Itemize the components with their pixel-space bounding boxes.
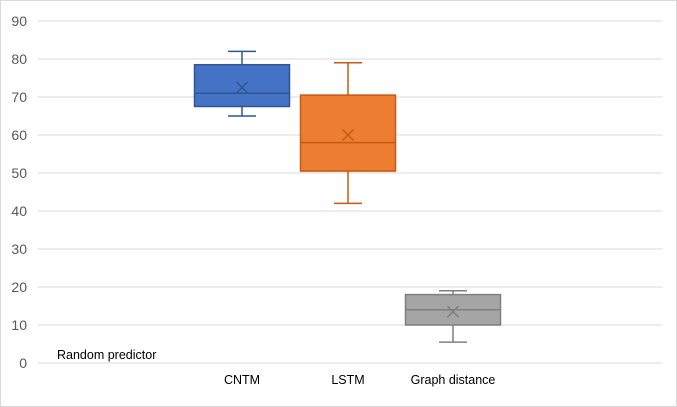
- y-tick-label-30: 30: [11, 241, 27, 257]
- random-predictor-annotation: Random predictor: [57, 348, 156, 362]
- y-tick-label-0: 0: [19, 355, 27, 371]
- y-tick-label-10: 10: [11, 317, 27, 333]
- x-axis-category-labels: CNTM LSTM Graph distance: [224, 373, 495, 387]
- y-tick-label-60: 60: [11, 127, 27, 143]
- y-tick-label-80: 80: [11, 51, 27, 67]
- gridlines: [38, 20, 662, 364]
- box-cntm: [193, 50, 291, 117]
- category-label-graph-distance: Graph distance: [411, 373, 496, 387]
- mean-marker: [235, 81, 249, 94]
- iqr-box: [299, 94, 397, 172]
- mean-marker: [341, 128, 355, 142]
- iqr-box: [193, 63, 291, 108]
- y-tick-label-20: 20: [11, 279, 27, 295]
- box-series: [193, 50, 502, 343]
- y-tick-label-90: 90: [11, 13, 27, 29]
- mean-marker: [446, 305, 460, 318]
- box-graph-distance: [404, 290, 502, 343]
- y-tick-label-40: 40: [11, 203, 27, 219]
- category-label-cntm: CNTM: [224, 373, 260, 387]
- y-axis-tick-labels: 0 10 20 30 40 50 60 70 80 90: [11, 13, 27, 371]
- y-tick-label-50: 50: [11, 165, 27, 181]
- category-label-lstm: LSTM: [331, 373, 364, 387]
- box-lstm: [299, 62, 397, 205]
- y-tick-label-70: 70: [11, 89, 27, 105]
